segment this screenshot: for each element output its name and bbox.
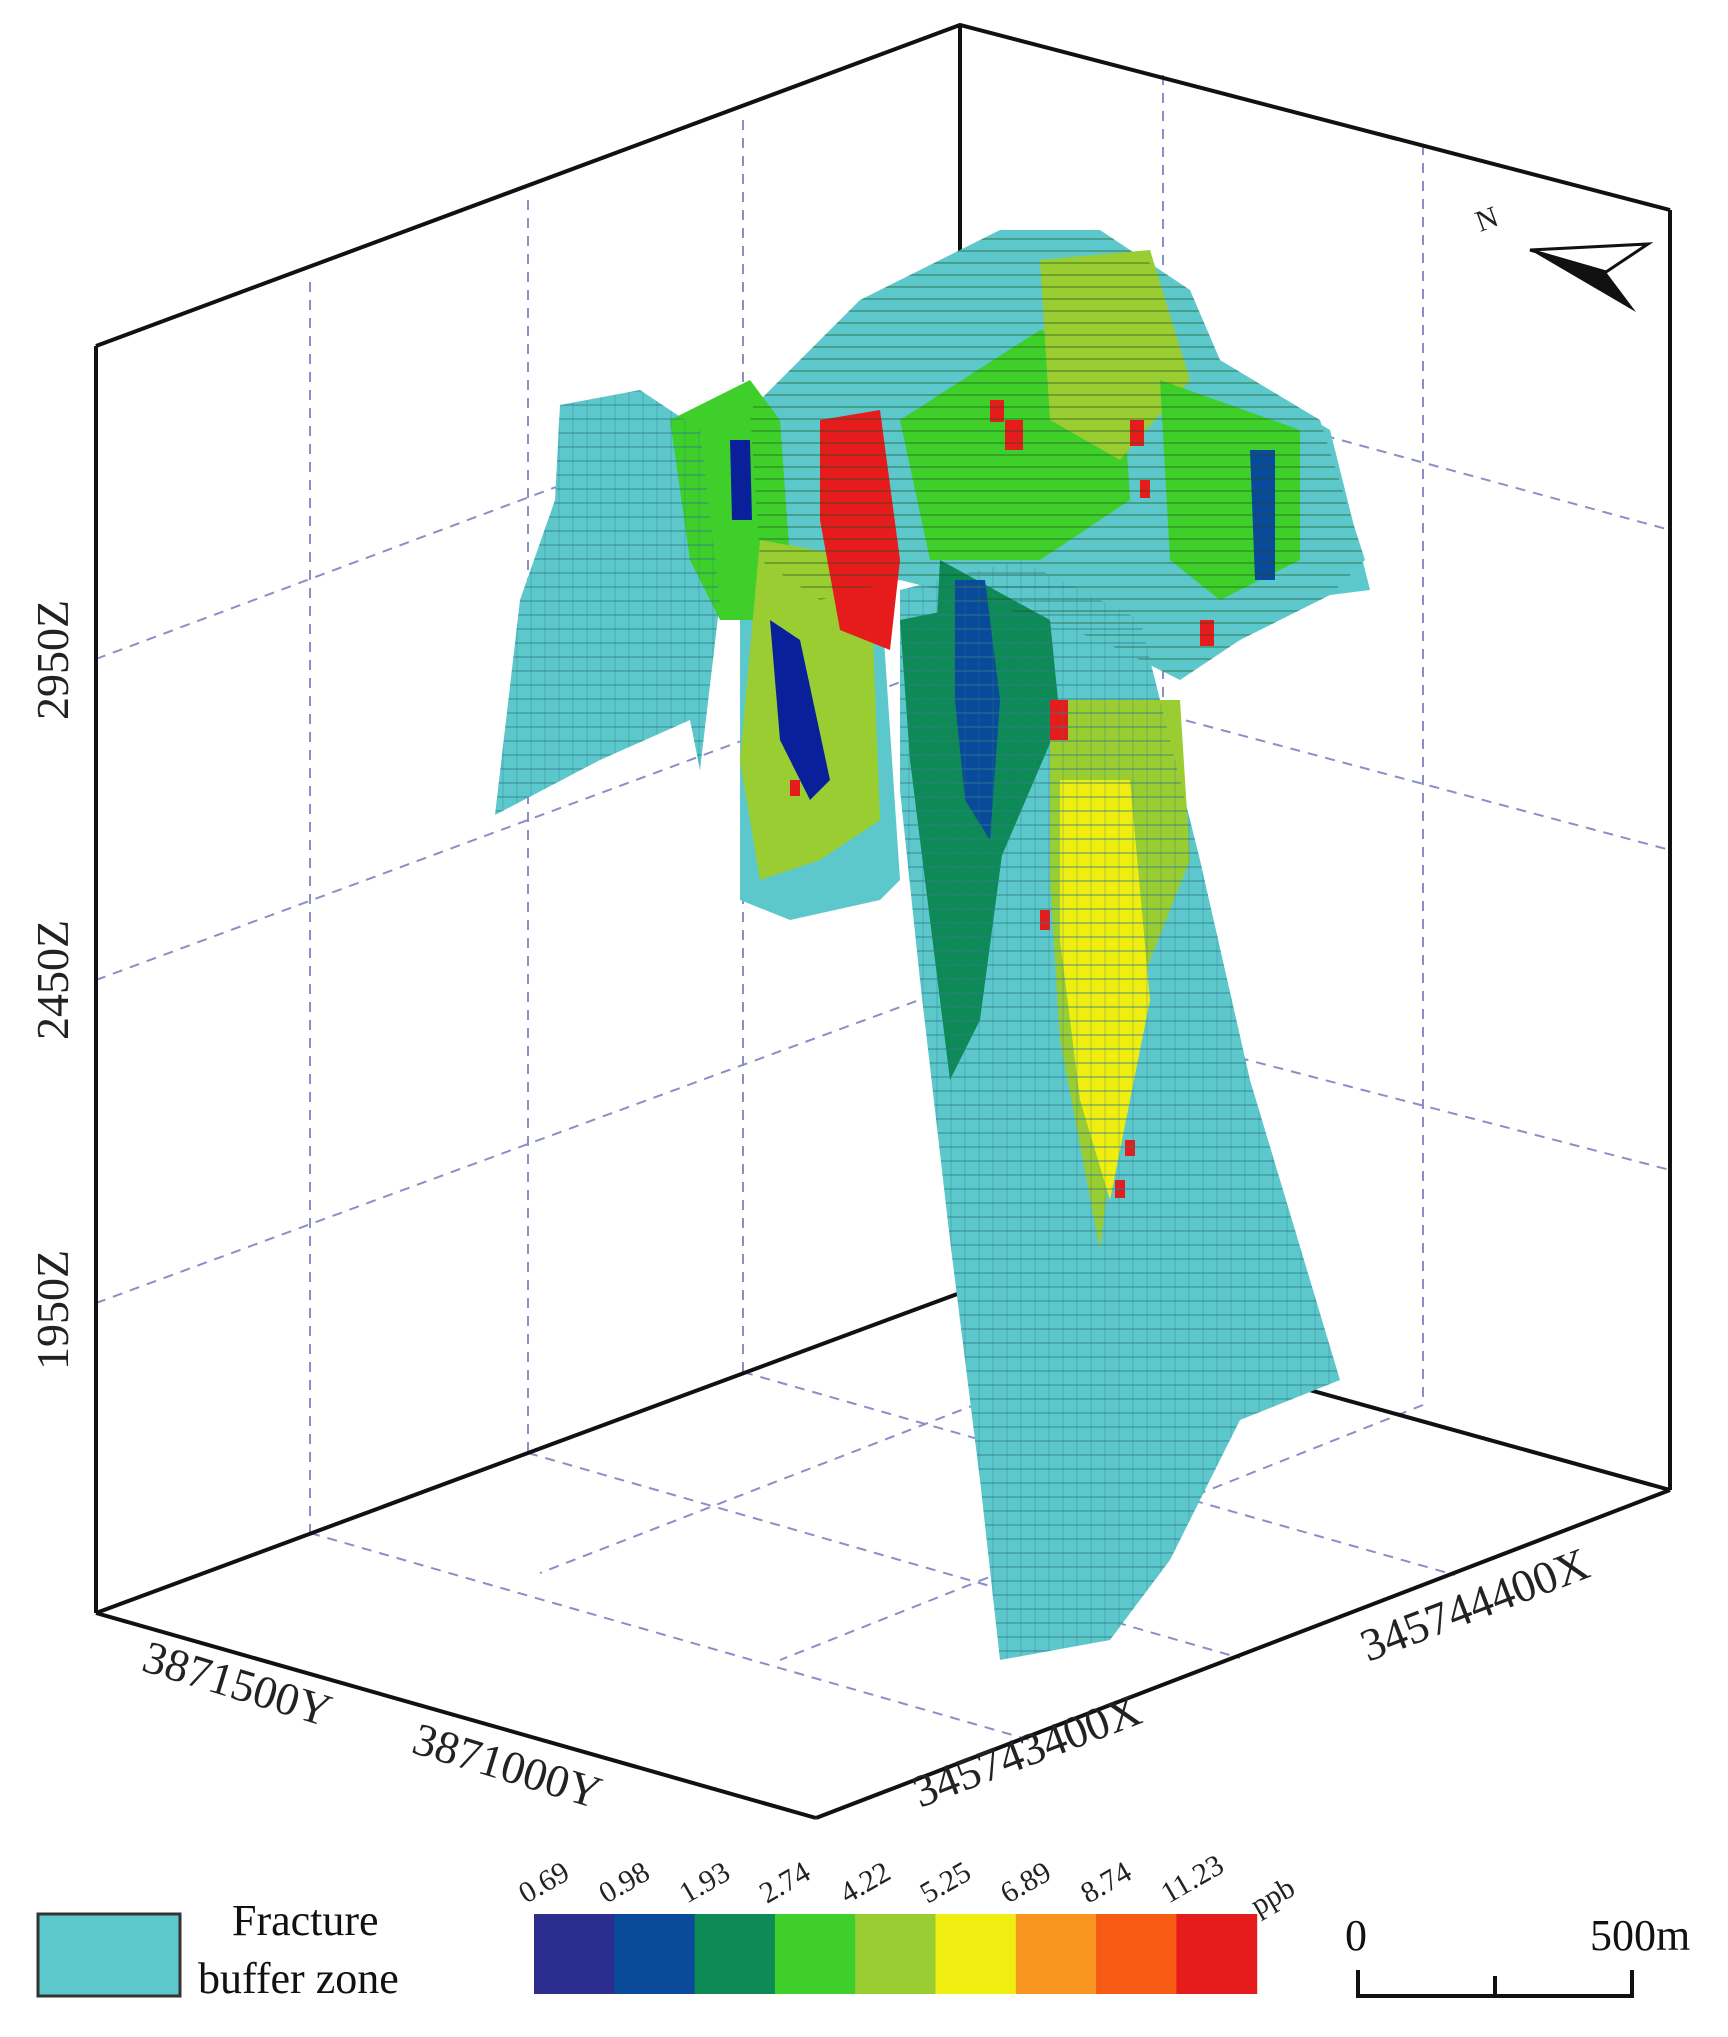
z-label-2950: 2950Z xyxy=(27,600,78,720)
color-swatch xyxy=(614,1914,696,1994)
color-scale-tick-label: 5.25 xyxy=(915,1855,977,1910)
color-scale-tick-label: 0.98 xyxy=(593,1855,655,1910)
color-swatch xyxy=(534,1914,615,1994)
x-label-345743400: 345743400X xyxy=(905,1684,1148,1818)
color-swatch xyxy=(774,1914,856,1994)
color-swatch xyxy=(855,1914,936,1994)
north-label: N xyxy=(1471,200,1503,238)
color-scale-ticks: 0.69 0.98 1.93 2.74 4.22 5.25 6.89 8.74 11.23 xyxy=(513,1848,1229,1910)
x-label-345744400: 345744400X xyxy=(1353,1538,1596,1672)
color-scale-tick-label: 2.74 xyxy=(754,1855,816,1910)
fracture-label-line2: buffer zone xyxy=(198,1954,399,2003)
color-scale-tick-label: 1.93 xyxy=(674,1855,736,1910)
z-label-1950: 1950Z xyxy=(27,1250,78,1370)
fracture-swatch xyxy=(36,1912,182,1998)
y-axis-labels: 3871500Y 3871000Y xyxy=(137,1631,608,1819)
color-scale-tick-label: 4.22 xyxy=(834,1855,896,1910)
color-scale-tick-label: 0.69 xyxy=(513,1855,575,1910)
color-scale-swatches xyxy=(534,1914,1258,1994)
z-axis-labels: 2950Z 2450Z 1950Z xyxy=(27,600,78,1370)
color-swatch xyxy=(935,1914,1017,1994)
color-scale-tick-label: 8.74 xyxy=(1075,1855,1137,1910)
fracture-model xyxy=(495,230,1370,1660)
north-arrow: N xyxy=(1471,200,1654,312)
color-scale-tick-label: 11.23 xyxy=(1155,1848,1229,1910)
color-swatch xyxy=(694,1914,776,1994)
color-swatch xyxy=(1176,1914,1258,1994)
fracture-legend: Fracture buffer zone xyxy=(36,1896,399,2003)
color-scale-legend: 0.69 0.98 1.93 2.74 4.22 5.25 6.89 8.74 11.23 pp… xyxy=(513,1848,1300,1994)
bounding-box-frame xyxy=(94,22,1672,1820)
scalebar-start: 0 xyxy=(1345,1911,1367,1960)
color-swatch xyxy=(1015,1914,1097,1994)
y-label-3871500: 3871500Y xyxy=(137,1631,338,1737)
z-label-2450: 2450Z xyxy=(27,920,78,1040)
fracture-label-line1: Fracture xyxy=(232,1896,379,1945)
scalebar-end: 500m xyxy=(1590,1911,1690,1960)
color-swatch xyxy=(1096,1914,1177,1994)
scale-bar: 0 500m xyxy=(1345,1911,1690,1998)
color-scale-tick-label: 6.89 xyxy=(995,1855,1057,1910)
